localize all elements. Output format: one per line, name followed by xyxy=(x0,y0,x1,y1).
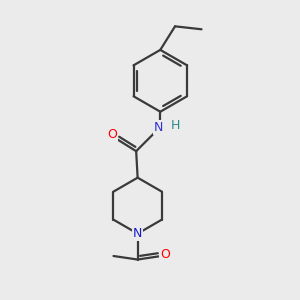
Text: N: N xyxy=(133,227,142,240)
Text: N: N xyxy=(154,121,164,134)
Text: H: H xyxy=(171,119,180,132)
Text: O: O xyxy=(107,128,117,141)
Text: O: O xyxy=(160,248,170,261)
